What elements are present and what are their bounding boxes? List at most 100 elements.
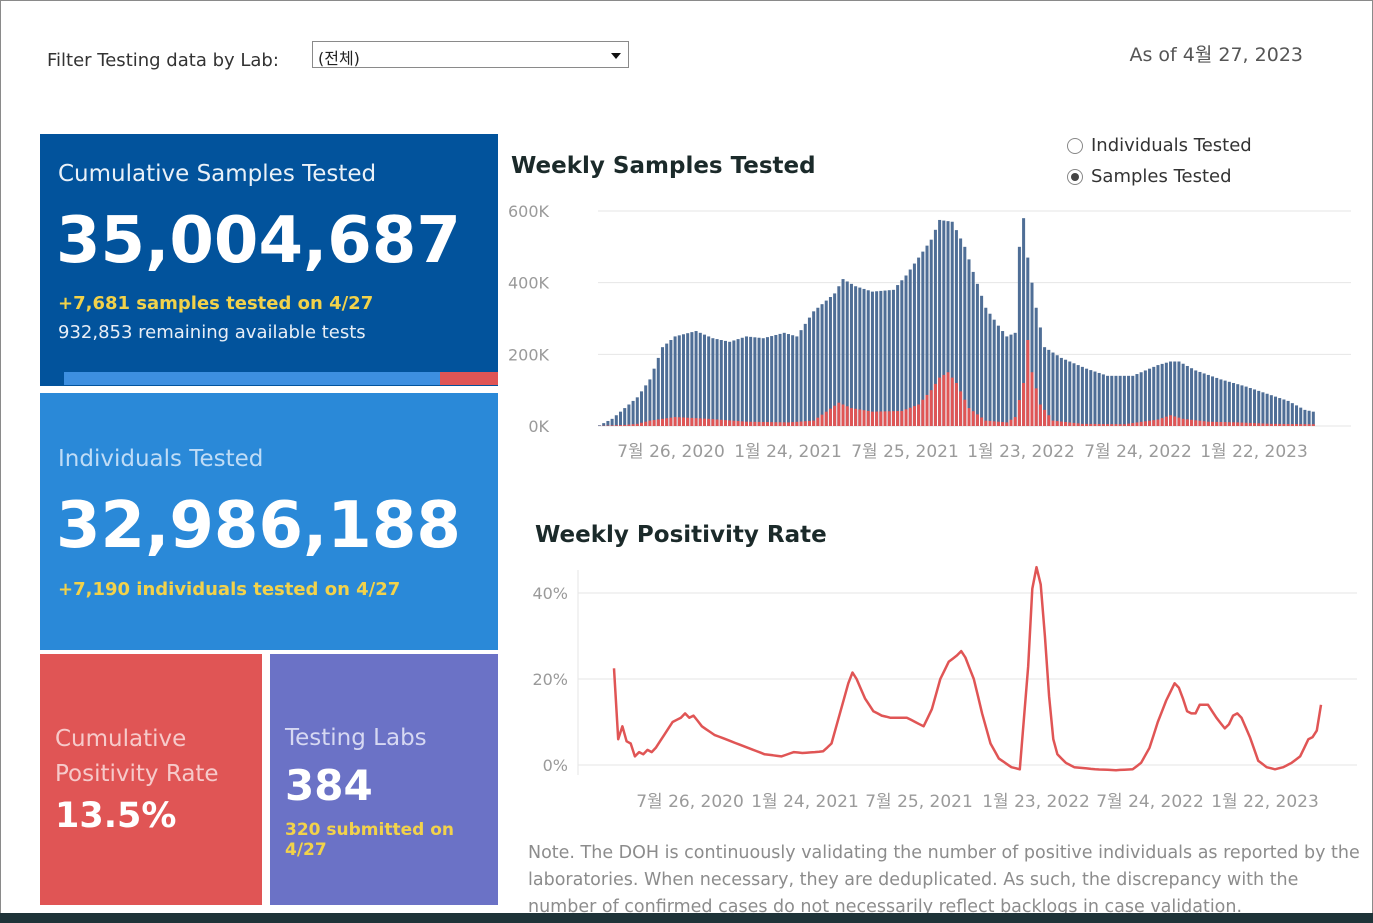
positive-bar	[849, 408, 853, 426]
positive-bar	[988, 420, 992, 426]
positive-bar	[1194, 420, 1198, 426]
samples-bar	[1185, 365, 1189, 426]
used-tests-bar	[64, 372, 440, 385]
chevron-down-icon[interactable]	[611, 53, 621, 59]
samples-bar	[1278, 398, 1282, 426]
positive-bar	[795, 421, 799, 426]
samples-bar	[1215, 377, 1219, 426]
positive-bar	[1131, 423, 1135, 426]
validation-note: Note. The DOH is continuously validating…	[528, 843, 1360, 917]
samples-bar	[732, 340, 736, 426]
positive-bar	[1223, 422, 1227, 426]
positive-bar	[1261, 423, 1265, 426]
positive-bar	[1001, 422, 1005, 426]
positive-bar	[1089, 423, 1093, 426]
samples-bar	[761, 338, 765, 426]
samples-bar	[1269, 395, 1273, 426]
positive-bar	[644, 421, 648, 426]
samples-bar	[606, 420, 610, 426]
positive-bar	[1232, 422, 1236, 426]
lab-filter-label: Filter Testing data by Lab:	[47, 50, 279, 71]
y-tick-label: 0K	[528, 417, 549, 436]
positive-bar	[1307, 424, 1311, 426]
samples-bar	[1240, 385, 1244, 426]
samples-bar	[1307, 410, 1311, 426]
samples-bar	[610, 418, 614, 426]
samples-bar	[707, 336, 711, 426]
weekly-samples-title: Weekly Samples Tested	[511, 153, 816, 179]
positive-bar	[904, 409, 908, 426]
positive-bar	[845, 406, 849, 426]
positive-bar	[1253, 423, 1257, 426]
samples-bar	[1282, 399, 1286, 426]
positive-bar	[631, 424, 635, 426]
samples-bar	[644, 385, 648, 426]
samples-bar	[694, 331, 698, 426]
samples-bar	[1303, 409, 1307, 426]
samples-bar	[1131, 375, 1135, 426]
samples-bar	[1198, 371, 1202, 426]
positive-bar	[950, 377, 954, 426]
positive-bar	[971, 411, 975, 426]
samples-bar	[652, 368, 656, 426]
positive-bar	[1295, 424, 1299, 426]
positive-bar	[1215, 421, 1219, 426]
x-tick-label: 1월 24, 2021	[751, 792, 859, 812]
labs-delta: 320 submitted on 4/27	[285, 820, 454, 860]
positive-bar	[946, 372, 950, 426]
positive-bar	[627, 424, 631, 426]
x-tick-label: 7월 26, 2020	[636, 792, 744, 812]
positive-bar	[618, 425, 623, 426]
samples-bar	[715, 339, 719, 426]
positive-bar	[1303, 424, 1307, 426]
samples-bar	[1106, 375, 1110, 426]
positive-bar	[723, 420, 727, 426]
positive-bar	[1219, 422, 1223, 426]
positive-bar	[963, 399, 967, 426]
as-of-date: As of 4월 27, 2023	[1129, 44, 1303, 66]
samples-bar	[1311, 411, 1315, 426]
positive-bar	[954, 383, 958, 426]
positive-bar	[1185, 419, 1189, 426]
samples-bar	[1227, 381, 1231, 426]
positive-bar	[1244, 422, 1248, 426]
samples-bar	[1156, 365, 1160, 426]
positive-bar	[728, 420, 732, 426]
positive-bar	[707, 418, 711, 426]
radio-individuals-label: Individuals Tested	[1091, 135, 1252, 156]
samples-bar	[1043, 347, 1047, 426]
positive-bar	[677, 417, 681, 426]
samples-bar	[891, 289, 895, 426]
samples-bar	[702, 334, 706, 426]
positive-bar	[1114, 424, 1118, 426]
samples-bar	[1257, 390, 1261, 426]
x-tick-label: 1월 23, 2022	[967, 442, 1075, 462]
positive-bar	[1173, 416, 1177, 426]
samples-bar	[841, 279, 845, 426]
lab-filter-select[interactable]: (전체)	[312, 41, 629, 68]
positive-bar	[837, 402, 841, 426]
positive-bar	[1013, 417, 1017, 426]
samples-bar	[1034, 307, 1038, 426]
positive-bar	[1122, 424, 1126, 426]
radio-selected-icon[interactable]	[1067, 169, 1083, 185]
samples-bar	[1085, 368, 1089, 426]
samples-bar	[858, 287, 862, 426]
positive-bar	[1290, 424, 1294, 426]
positive-bar	[1017, 400, 1021, 426]
positive-bar	[719, 419, 723, 426]
samples-bar	[1190, 368, 1194, 426]
positive-bar	[1274, 423, 1278, 426]
radio-unselected-icon[interactable]	[1067, 138, 1083, 154]
samples-bar	[753, 337, 757, 426]
samples-bar	[660, 347, 665, 426]
samples-bar	[946, 221, 950, 426]
positivity-label-line1: Cumulative	[55, 726, 187, 752]
positive-bar	[614, 425, 618, 426]
samples-bar	[1143, 370, 1147, 426]
positive-bar	[749, 421, 753, 426]
samples-bar	[921, 251, 925, 426]
positive-bar	[1269, 423, 1273, 426]
positive-bar	[740, 421, 744, 426]
positive-bar	[1169, 415, 1173, 426]
